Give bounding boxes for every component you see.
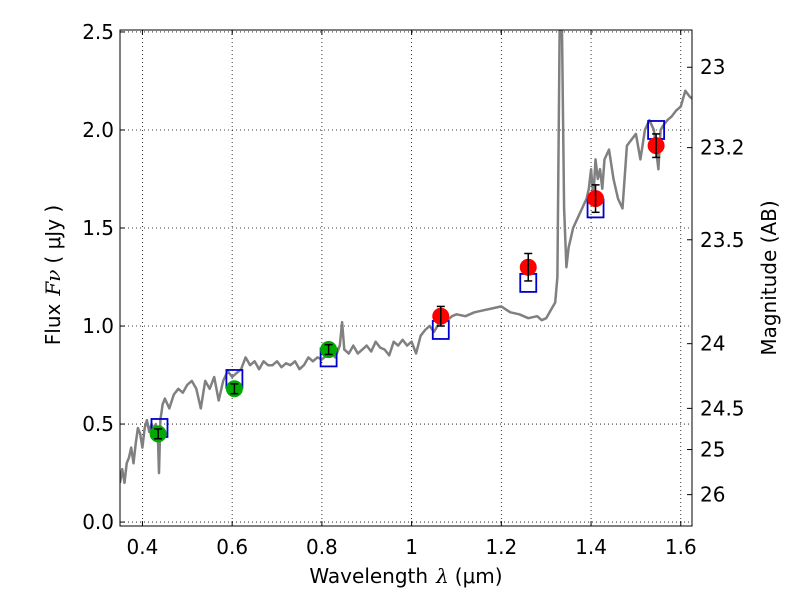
spectrum-line <box>120 30 692 485</box>
x-tick-label: 1 <box>405 535 418 559</box>
y2-tick-label: 26 <box>700 483 725 507</box>
y2-tick-label: 25 <box>700 438 725 462</box>
y2-tick-label: 23 <box>700 55 725 79</box>
x-tick-label: 1.2 <box>485 535 517 559</box>
spectrum-layer <box>120 30 692 485</box>
marker-layer <box>149 120 666 443</box>
x-axis-label: Wavelength λ (μm) <box>309 564 502 588</box>
plot-frame <box>119 29 693 527</box>
y2-tick-label: 24 <box>700 332 725 356</box>
y2-axis-label: Magnitude (AB) <box>757 200 781 355</box>
x-tick-label: 1.6 <box>665 535 697 559</box>
y-tick-label: 2.0 <box>82 118 114 142</box>
y-tick-label: 0.5 <box>82 412 114 436</box>
x-tick-label: 0.6 <box>216 535 248 559</box>
y-tick-label: 1.0 <box>82 314 114 338</box>
y-tick-label: 0.0 <box>82 510 114 534</box>
y2-tick-label: 23.5 <box>700 228 745 252</box>
x-tick-label: 0.8 <box>306 535 338 559</box>
y-tick-label: 2.5 <box>82 20 114 44</box>
y2-tick-label: 24.5 <box>700 396 745 420</box>
x-tick-label: 0.4 <box>127 535 159 559</box>
ticks: 0.4 0.6 0.8 1 1.2 1.4 1.6 0.0 0.5 1.0 1.5 2.0 2.5 23 2… <box>82 20 744 559</box>
y2-tick-label: 23.2 <box>700 136 745 160</box>
grid <box>120 30 692 526</box>
y-axis-label: FluxFν( μJy ) <box>41 205 65 345</box>
y-tick-label: 1.5 <box>82 216 114 240</box>
x-tick-label: 1.4 <box>575 535 607 559</box>
